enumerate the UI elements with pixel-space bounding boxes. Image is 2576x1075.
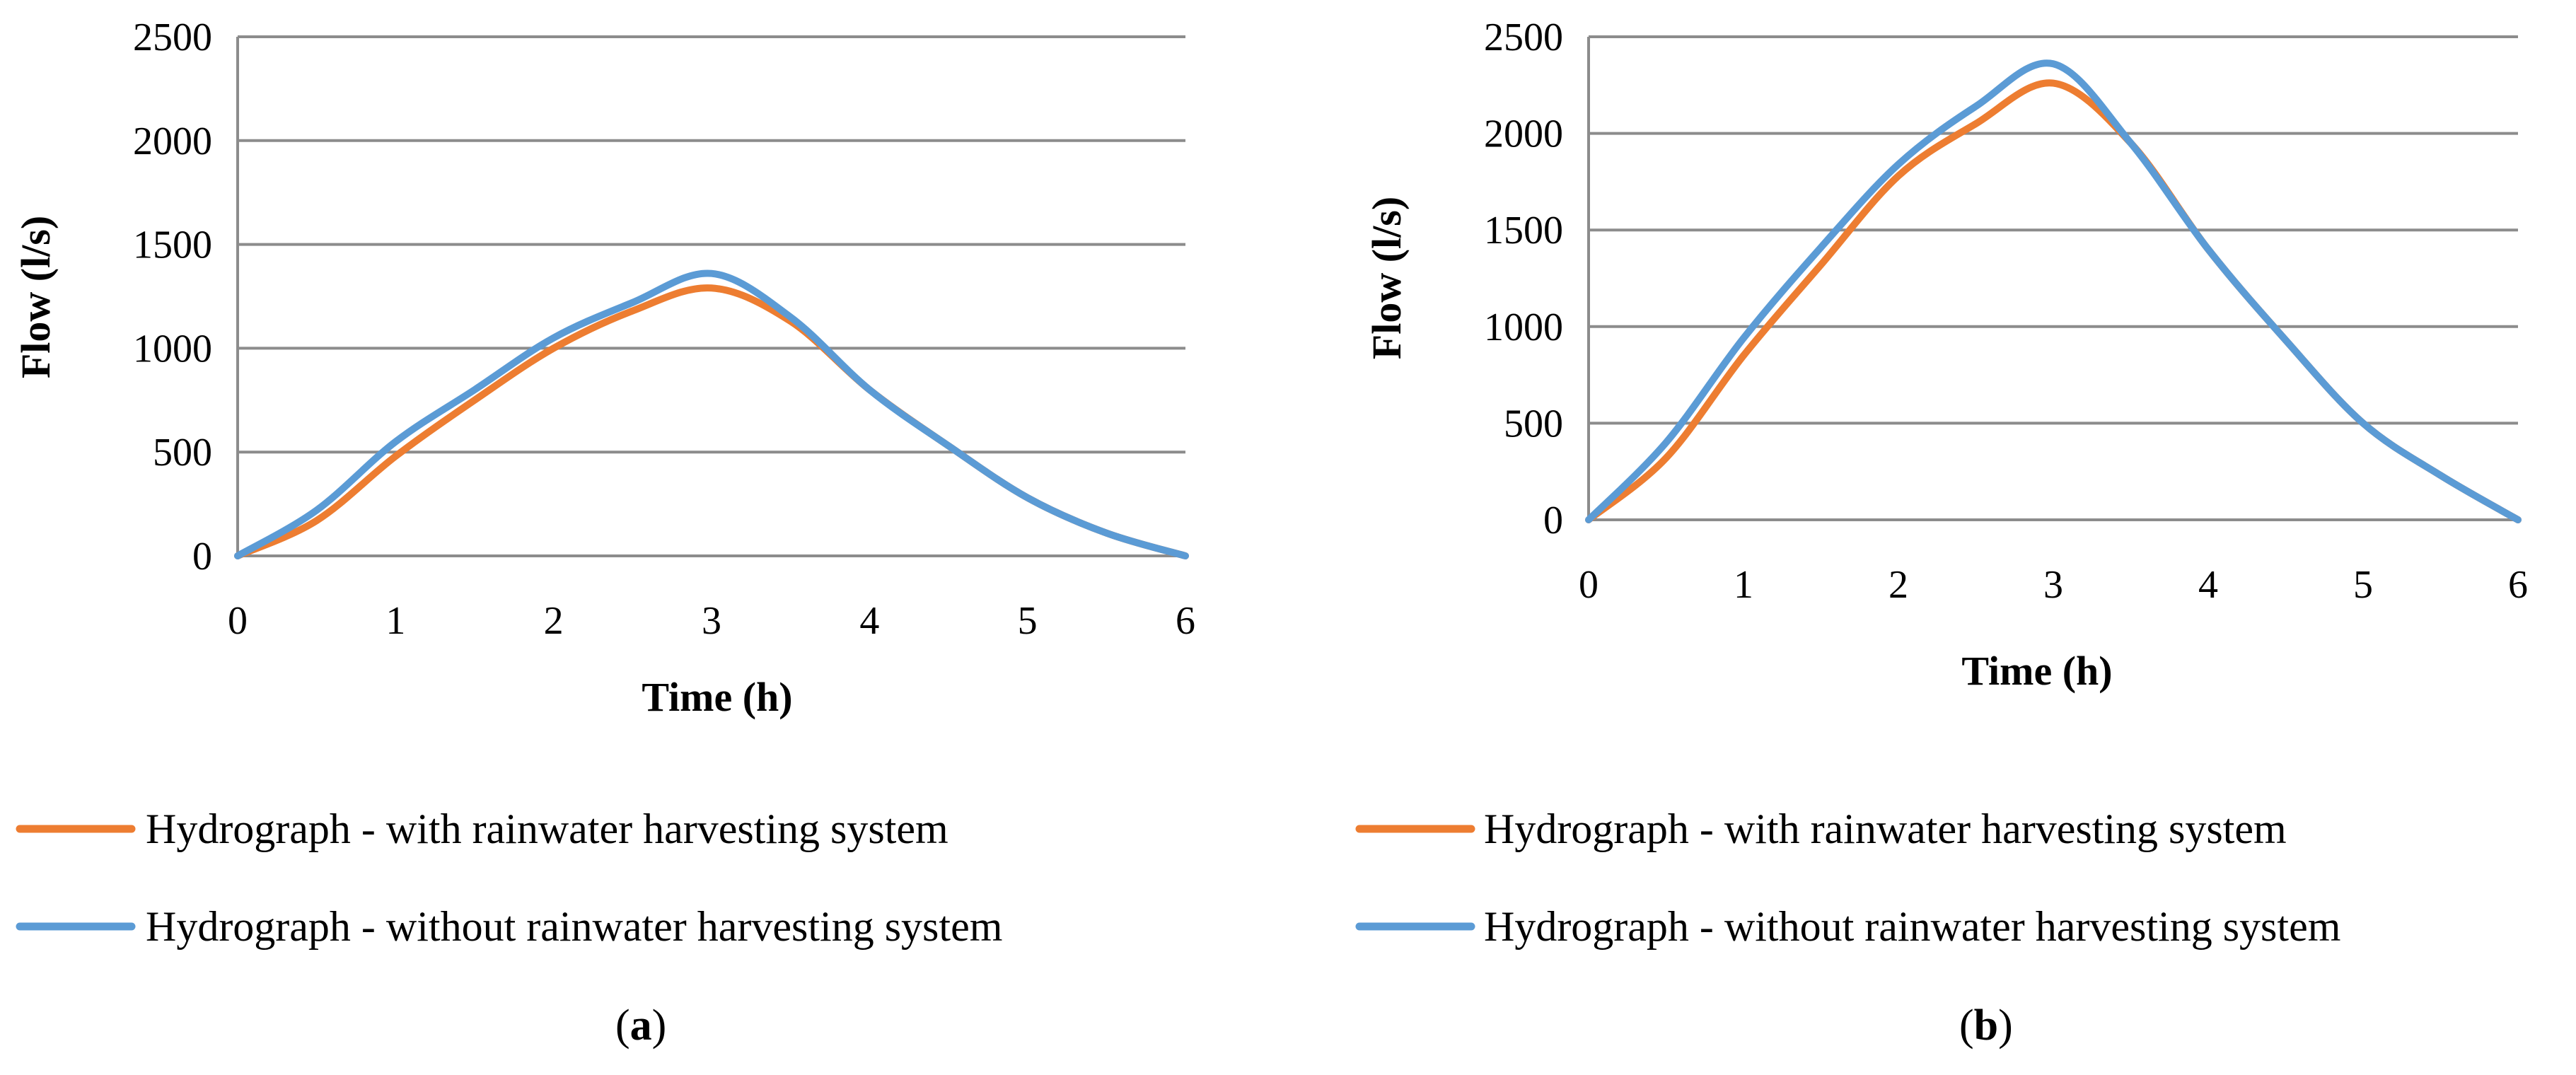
chart-panel-b: 0 500 1000 1500 2000 2500 0 1 2 3 4 5 6 Time (h) Flow … — [1355, 16, 2528, 1050]
chart-panel-a: 0 500 1000 1500 2000 2500 0 1 2 3 4 5 6 Time (h) Flow … — [13, 16, 1195, 1050]
panel-label: (a) — [615, 1001, 666, 1050]
x-tick-label: 1 — [1734, 563, 1753, 607]
y-axis-title: Flow (l/s) — [1364, 197, 1410, 359]
legend-label-without-rwh: Hydrograph - without rainwater harvestin… — [1484, 903, 2340, 950]
legend-label-without-rwh: Hydrograph - without rainwater harvestin… — [146, 903, 1002, 950]
x-tick-label: 3 — [2043, 563, 2063, 607]
y-tick-label: 1000 — [1484, 306, 1563, 349]
y-tick-label: 1500 — [1484, 209, 1563, 252]
y-axis-title: Flow (l/s) — [13, 216, 59, 378]
panel-label-letter: b — [1974, 1001, 1998, 1050]
legend-label-with-rwh: Hydrograph - with rainwater harvesting s… — [146, 806, 948, 852]
x-tick-label: 2 — [544, 599, 564, 643]
series-line-without-rwh — [234, 269, 1189, 559]
x-tick-label: 6 — [2508, 563, 2528, 607]
y-tick-label: 0 — [1543, 499, 1563, 542]
series-line-with-rwh — [1585, 79, 2522, 523]
x-tick-label: 6 — [1176, 599, 1195, 643]
x-tick-label: 2 — [1889, 563, 1908, 607]
y-tick-label: 2500 — [133, 16, 212, 59]
y-tick-label: 2000 — [1484, 112, 1563, 156]
x-tick-label: 0 — [1579, 563, 1599, 607]
x-tick-label: 5 — [2353, 563, 2373, 607]
panel-label-letter: a — [630, 1001, 652, 1050]
y-tick-label: 0 — [192, 535, 212, 579]
series-line-with-rwh — [234, 284, 1189, 559]
x-tick-label: 4 — [2198, 563, 2218, 607]
y-tick-label: 2000 — [133, 120, 212, 163]
x-tick-label: 3 — [702, 599, 721, 643]
legend-label-with-rwh: Hydrograph - with rainwater harvesting s… — [1484, 806, 2287, 852]
panel-label: (b) — [1959, 1001, 2013, 1050]
y-tick-label: 500 — [1504, 402, 1563, 446]
y-tick-label: 2500 — [1484, 16, 1563, 59]
x-tick-label: 5 — [1018, 599, 1038, 643]
x-axis-title: Time (h) — [1961, 648, 2112, 694]
x-tick-label: 1 — [385, 599, 405, 643]
series-line-without-rwh — [1585, 59, 2522, 523]
x-tick-label: 0 — [228, 599, 248, 643]
y-tick-label: 1000 — [133, 327, 212, 371]
x-tick-label: 4 — [859, 599, 879, 643]
x-axis-title: Time (h) — [642, 674, 792, 720]
y-tick-label: 500 — [153, 431, 212, 475]
y-tick-label: 1500 — [133, 223, 212, 267]
